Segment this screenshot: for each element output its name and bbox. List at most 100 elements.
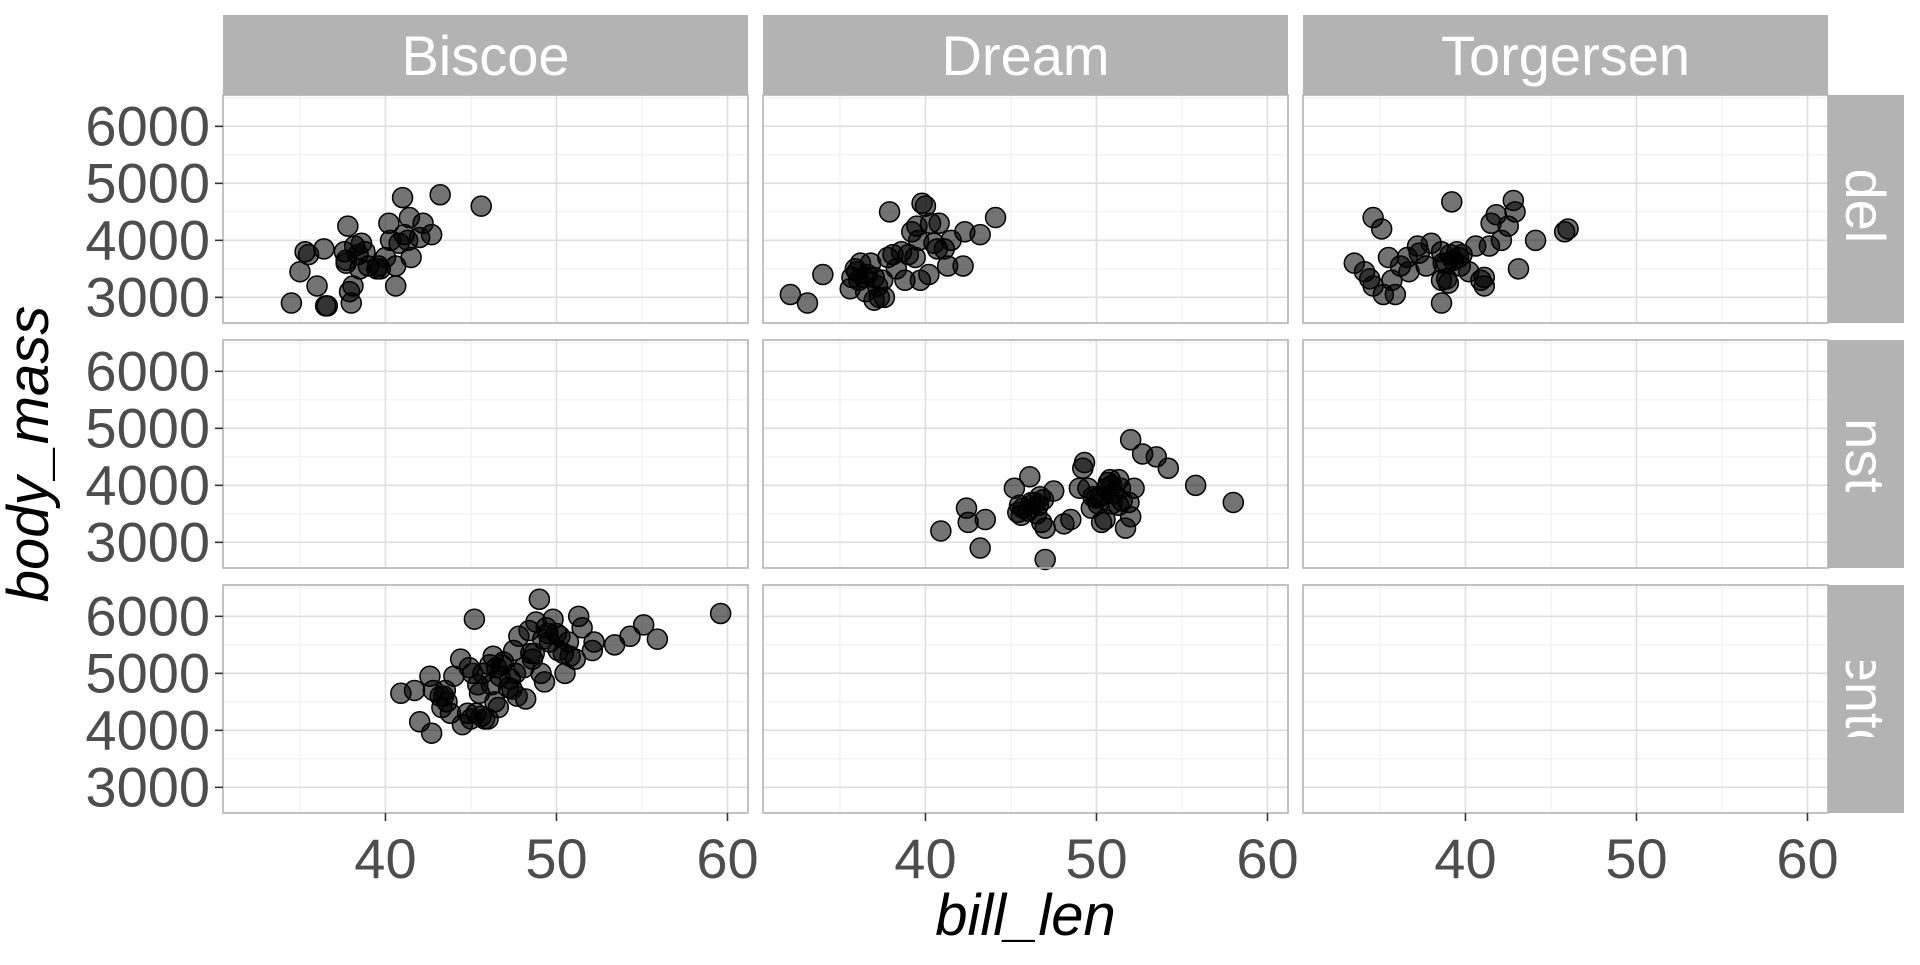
point-chinstrap-dream [1184,474,1207,497]
strip-label-gentoo: Gentoo [1834,607,1897,791]
y-tick-label: 6000 [85,94,210,157]
panel-border-chinstrap-biscoe [222,339,749,569]
point-gentoo-biscoe [571,617,593,639]
y-tick-label: 5000 [85,151,210,214]
point-adelie-dream [952,255,974,277]
panel-border-adelie-dream [762,94,1289,324]
x-tick-label: 60 [696,827,758,890]
point-gentoo-biscoe [583,631,605,653]
point-chinstrap-dream [930,520,952,542]
point-adelie-biscoe [349,258,371,280]
strip-background-adelie [1828,95,1904,323]
point-gentoo-biscoe [528,588,551,610]
point-chinstrap-dream [1107,468,1130,491]
y-tick-label: 3000 [85,755,210,818]
point-adelie-biscoe [470,195,492,217]
point-chinstrap-dream [1157,457,1180,479]
point-adelie-dream [812,263,834,286]
point-adelie-dream [918,263,940,286]
point-adelie-torgersen [1370,218,1393,240]
panel-border-chinstrap-torgersen [1302,339,1829,569]
point-adelie-torgersen [1437,272,1460,294]
strip-label-adelie: Adelie [1834,131,1897,287]
point-gentoo-biscoe [709,602,732,625]
point-gentoo-biscoe [477,708,499,730]
point-adelie-dream [984,206,1007,229]
point-gentoo-biscoe [463,608,486,630]
y-tick-label: 4000 [85,208,210,271]
point-gentoo-biscoe [632,614,655,636]
point-gentoo-biscoe [646,628,669,650]
point-adelie-dream [863,289,885,311]
point-gentoo-biscoe [501,678,523,700]
x-tick-label: 50 [525,827,587,890]
point-adelie-torgersen [1384,283,1407,306]
point-gentoo-biscoe [533,671,556,693]
point-adelie-dream [928,212,950,234]
point-adelie-torgersen [1441,191,1463,213]
point-adelie-biscoe [420,223,443,246]
strip-label-biscoe: Biscoe [401,24,569,87]
x-tick-label: 50 [1605,827,1667,890]
x-tick-label: 40 [894,827,956,890]
panel-border-adelie-torgersen [1302,94,1829,324]
panel-border-chinstrap-dream [762,339,1289,569]
point-adelie-torgersen [1473,266,1496,289]
point-adelie-dream [779,283,802,306]
point-chinstrap-dream [969,537,991,559]
y-tick-label: 4000 [85,453,210,516]
point-adelie-dream [796,292,819,314]
strip-label-torgersen: Torgersen [1441,24,1690,87]
panel-border-gentoo-torgersen [1302,584,1829,814]
point-adelie-biscoe [306,275,328,297]
y-tick-label: 4000 [85,698,210,761]
point-chinstrap-dream [1019,466,1041,488]
panel-border-gentoo-dream [762,584,1289,814]
strip-label-chinstrap: Chinstrap [1834,334,1897,574]
point-adelie-biscoe [313,238,335,260]
panel-border-gentoo-biscoe [222,584,749,814]
y-tick-label: 6000 [85,339,210,402]
point-adelie-dream [878,201,901,223]
point-chinstrap-dream [1034,517,1056,539]
point-chinstrap-dream [1119,429,1142,451]
panel-background-chinstrap-dream [763,340,1288,568]
point-chinstrap-dream [1222,491,1245,514]
point-adelie-biscoe [337,215,359,237]
x-tick-label: 60 [1776,827,1838,890]
point-adelie-biscoe [384,275,407,297]
point-chinstrap-dream [1042,480,1065,502]
point-adelie-dream [907,229,930,252]
y-axis-title: body_mass [0,306,61,603]
x-tick-label: 40 [354,827,416,890]
panel-border-adelie-biscoe [222,94,749,324]
strip-background-dream [763,15,1288,95]
point-adelie-biscoe [379,229,402,252]
panel-background-gentoo-dream [763,585,1288,813]
y-tick-label: 3000 [85,510,210,573]
y-tick-label: 5000 [85,641,210,704]
point-adelie-biscoe [429,184,451,206]
point-adelie-torgersen [1430,292,1453,314]
point-gentoo-biscoe [564,648,587,670]
panel-background-chinstrap-torgersen [1303,340,1828,568]
panel-background-gentoo-torgersen [1303,585,1828,813]
y-tick-label: 3000 [85,265,210,328]
panel-background-chinstrap-biscoe [223,340,748,568]
point-gentoo-biscoe [456,702,479,724]
point-gentoo-biscoe [403,679,426,702]
strip-label-dream: Dream [941,24,1109,87]
point-adelie-torgersen [1557,218,1579,240]
strip-background-biscoe [223,15,748,95]
point-adelie-biscoe [400,246,422,269]
point-chinstrap-dream [1060,508,1082,531]
point-chinstrap-dream [1073,451,1096,474]
point-adelie-torgersen [1507,258,1530,280]
point-chinstrap-dream [974,508,997,531]
point-adelie-biscoe [280,292,303,314]
strip-background-torgersen [1303,15,1828,95]
point-adelie-biscoe [289,260,311,283]
point-chinstrap-dream [1119,505,1142,528]
